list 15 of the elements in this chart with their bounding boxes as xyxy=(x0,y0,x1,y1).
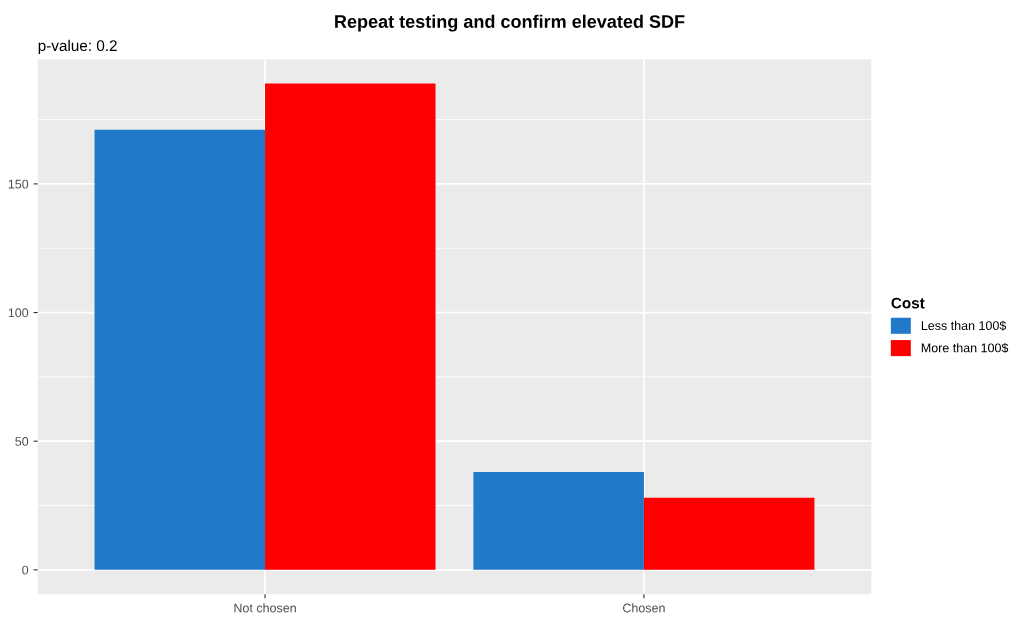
bar xyxy=(265,83,436,570)
chart-subtitle: p-value: 0.2 xyxy=(38,39,117,55)
legend-label: Less than 100$ xyxy=(921,320,1007,331)
legend-title: Cost xyxy=(891,297,925,309)
bar xyxy=(94,129,266,570)
chart-title: Repeat testing and confirm elevated SDF xyxy=(335,14,685,32)
bar xyxy=(473,472,644,570)
y-tick-label: 0 xyxy=(22,565,29,575)
y-tick-label: 100 xyxy=(8,308,29,318)
y-tick-label: 150 xyxy=(8,179,29,189)
bar xyxy=(643,497,815,570)
y-tick-label: 50 xyxy=(15,437,29,446)
x-tick-label: Not chosen xyxy=(234,603,296,613)
x-tick-label: Chosen xyxy=(623,603,665,613)
legend-label: More than 100$ xyxy=(921,342,1009,354)
